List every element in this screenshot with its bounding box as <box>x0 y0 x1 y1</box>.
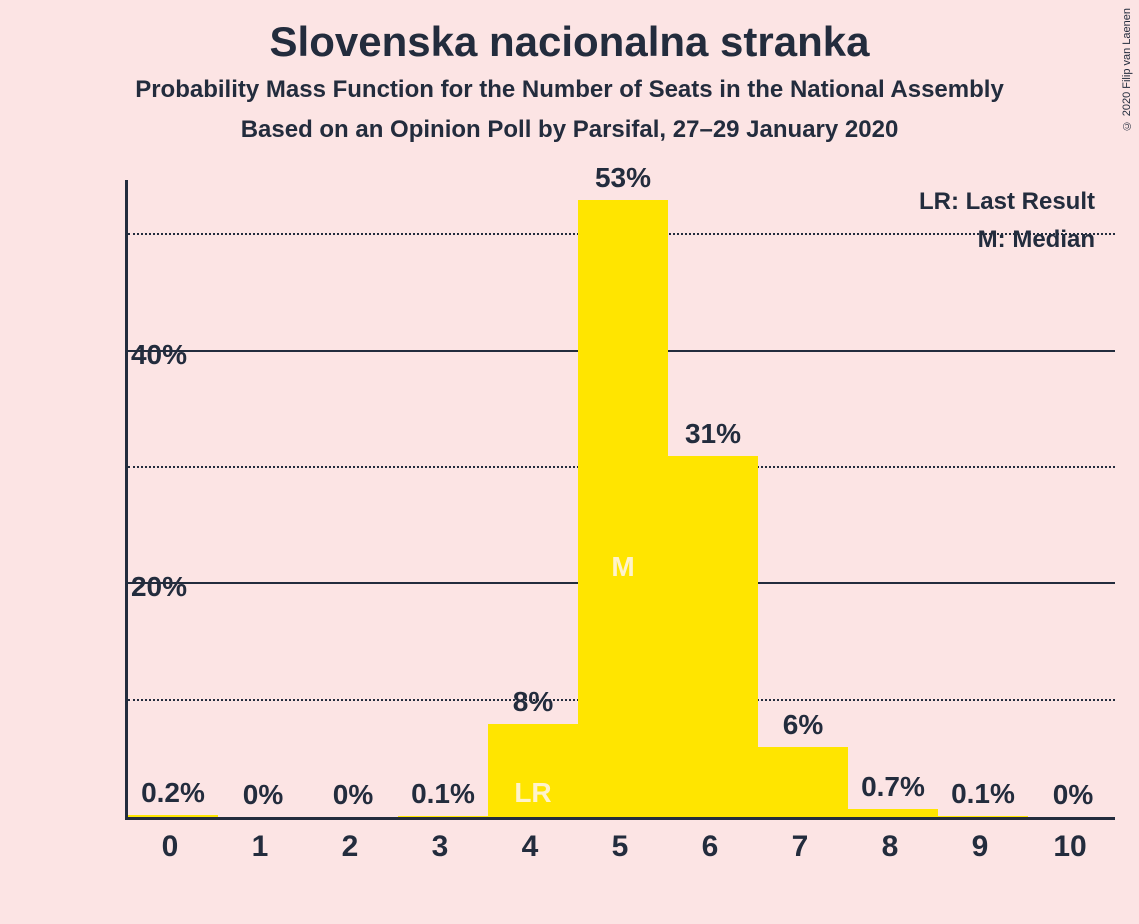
x-axis-tick: 5 <box>575 830 665 864</box>
x-axis-tick: 8 <box>845 830 935 864</box>
bar <box>938 816 1028 817</box>
plot-area: LR: Last Result M: Median 0.2%0%0%0.1%LR… <box>125 180 1115 820</box>
x-axis-tick: 0 <box>125 830 215 864</box>
bar <box>668 456 758 817</box>
x-axis-tick: 9 <box>935 830 1025 864</box>
chart-title: Slovenska nacionalna stranka <box>0 0 1139 66</box>
bar: M <box>578 200 668 817</box>
bar-marker-lr: LR <box>488 777 578 809</box>
bar <box>128 815 218 817</box>
x-axis-tick: 3 <box>395 830 485 864</box>
bar-value-label: 53% <box>553 162 693 194</box>
x-axis-tick: 2 <box>305 830 395 864</box>
bar-value-label: 0% <box>1003 779 1139 811</box>
x-axis-tick: 4 <box>485 830 575 864</box>
chart-subtitle-1: Probability Mass Function for the Number… <box>0 76 1139 104</box>
x-axis-tick: 7 <box>755 830 845 864</box>
bar: LR <box>488 724 578 817</box>
chart-subtitle-2: Based on an Opinion Poll by Parsifal, 27… <box>0 116 1139 144</box>
bar <box>848 809 938 817</box>
x-axis-tick: 1 <box>215 830 305 864</box>
bar-value-label: 31% <box>643 418 783 450</box>
chart-area: LR: Last Result M: Median 0.2%0%0%0.1%LR… <box>55 180 1115 880</box>
bar <box>398 816 488 817</box>
y-axis-tick: 40% <box>107 339 187 371</box>
bar-marker-median: M <box>578 551 668 583</box>
bars-container: 0.2%0%0%0.1%LR8%M53%31%6%0.7%0.1%0% <box>128 180 1115 817</box>
bar-value-label: 6% <box>733 709 873 741</box>
y-axis-tick: 20% <box>107 571 187 603</box>
copyright-text: © 2020 Filip van Laenen <box>1121 8 1133 131</box>
x-axis-tick: 10 <box>1025 830 1115 864</box>
x-axis-tick: 6 <box>665 830 755 864</box>
